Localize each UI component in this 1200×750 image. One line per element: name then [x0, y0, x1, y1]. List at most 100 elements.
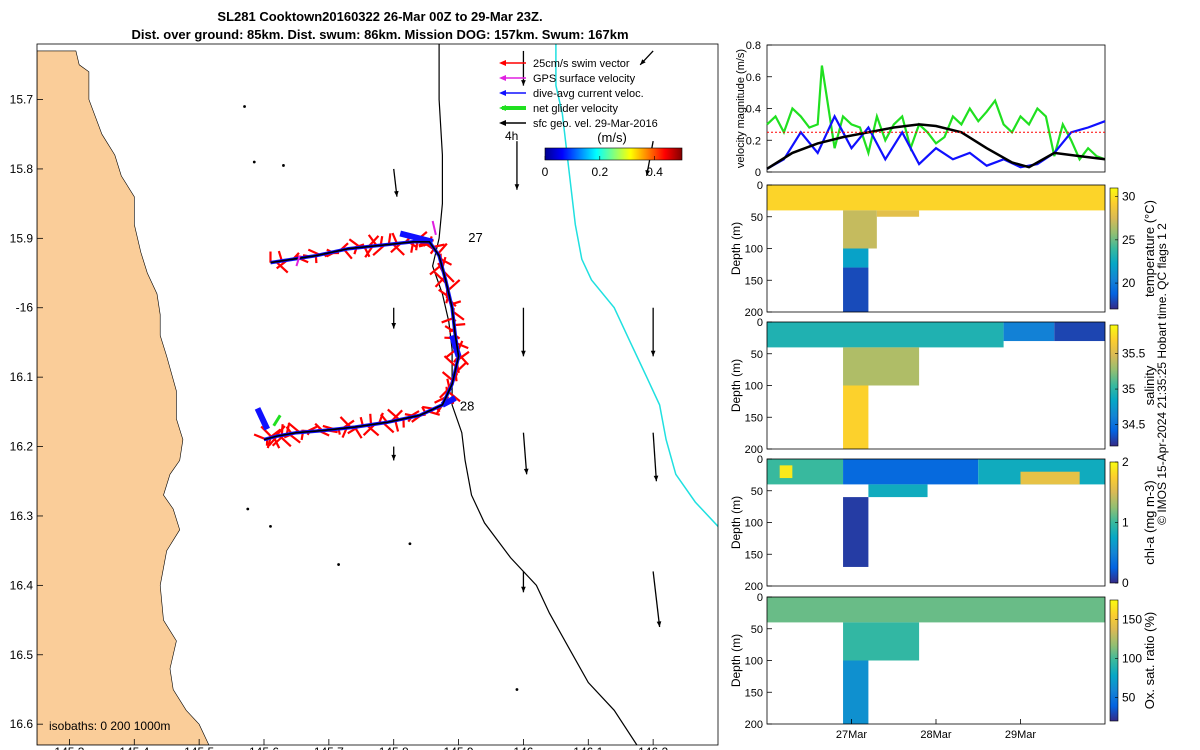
map-plot-area — [37, 44, 718, 745]
section-data-cell — [843, 622, 920, 661]
swim-vector — [437, 242, 448, 255]
reef-island — [408, 542, 412, 546]
velocity-y-tick-label: 0 — [755, 167, 761, 179]
section-y-tick-label: 0 — [757, 454, 763, 466]
swim-vector — [367, 234, 378, 247]
gps-surface-vector — [431, 220, 437, 236]
legend-entry: GPS surface velocity — [533, 73, 636, 85]
geo-vector — [652, 432, 658, 482]
section-colorbar — [1109, 324, 1119, 447]
map-legend: 25cm/s swim vector GPS surface velocity di… — [499, 58, 683, 179]
footer-text: © IMOS 15-Apr-2024 21:35:25 Hobart time.… — [1155, 223, 1169, 525]
geo-vector-head — [640, 59, 646, 65]
map-x-tick-label: 145.3 — [54, 745, 84, 750]
section-y-tick-label: 0 — [757, 180, 763, 192]
section-y-tick-label: 150 — [745, 412, 763, 424]
geo-vector-head — [650, 350, 656, 357]
geo-vector-head — [391, 454, 397, 461]
section-data-cell — [767, 459, 844, 485]
section-colorbar-label: salinity — [1142, 365, 1157, 405]
track-day-label: 27 — [468, 230, 482, 245]
coastline-land — [37, 50, 210, 745]
colorbar-jet — [544, 147, 683, 161]
swim-vector — [432, 243, 445, 249]
section-data-cell — [843, 660, 869, 724]
section-y-tick-label: 200 — [745, 719, 763, 731]
time-x-tick-label: 27Mar — [836, 729, 868, 741]
map-panel: 27 28 145.3 145.4 145.5 145.6 145.7 145.8 145.9 1… — [10, 43, 719, 750]
colorbar-tick-label: 0.4 — [646, 165, 663, 179]
map-frame — [36, 43, 719, 746]
section-colorbar-tick-label: 25 — [1122, 233, 1136, 247]
section-ylabel: Depth (m) — [729, 222, 743, 275]
legend-arrowhead — [499, 90, 506, 96]
reef-island — [337, 563, 340, 566]
map-x-tick-label: 145.6 — [249, 745, 279, 750]
colorbar-tick-label: 0.2 — [591, 165, 608, 179]
dive-avg-track — [263, 240, 461, 442]
section-ylabel: Depth (m) — [729, 496, 743, 549]
geo-vector-head — [521, 80, 526, 86]
track-day-label: 28 — [460, 398, 474, 413]
map-x-tick-label: 145.5 — [184, 745, 214, 750]
net-velocity-vector — [272, 414, 282, 427]
section-data-cell — [843, 459, 979, 485]
section-y-tick-label: 50 — [751, 212, 763, 224]
legend-scale-label: 4h — [505, 129, 518, 143]
section-colorbar-tick-label: 0 — [1122, 576, 1129, 590]
reef-island — [515, 688, 519, 691]
swim-vector — [454, 323, 466, 327]
swim-vector — [278, 434, 292, 448]
section-panel-2: 0 50 100 150 200 Depth (m) 34.5 35 35.5 salinity — [729, 317, 1157, 456]
section-data-cell — [843, 347, 920, 386]
section-data-cell — [767, 185, 1105, 211]
section-y-tick-label: 0 — [757, 592, 763, 604]
map-y-tick-label: 16.4 — [10, 578, 34, 592]
isobath-1000m — [555, 44, 718, 528]
geo-vector-head — [393, 190, 399, 197]
swim-vector — [353, 426, 363, 439]
figure-title-line1: SL281 Cooktown20160322 26-Mar 00Z to 29-… — [217, 9, 543, 24]
section-y-tick-label: 100 — [745, 656, 763, 668]
geo-vector-head — [656, 621, 662, 628]
section-y-tick-label: 150 — [745, 549, 763, 561]
map-y-tick-label: 15.8 — [10, 162, 34, 176]
section-panel-1: 0 50 100 150 200 Depth (m) 20 25 30 temperature (… — [729, 180, 1157, 319]
swim-vector — [418, 242, 431, 248]
legend-arrowhead — [499, 75, 506, 81]
geo-vector-head — [521, 586, 526, 593]
section-y-tick-label: 100 — [745, 381, 763, 393]
section-colorbar-label: temperature (°C) — [1142, 200, 1157, 297]
reef-island — [269, 524, 272, 528]
swim-vector — [387, 408, 401, 421]
section-colorbar-tick-label: 20 — [1122, 276, 1136, 290]
section-y-tick-label: 50 — [751, 486, 763, 498]
map-x-tick-label: 146.1 — [573, 745, 603, 750]
map-x-tick-label: 145.7 — [314, 745, 344, 750]
legend-arrowhead — [499, 120, 506, 126]
map-y-tick-label: 16.1 — [10, 370, 34, 384]
swim-vector — [343, 248, 353, 260]
section-y-tick-label: 200 — [745, 444, 763, 456]
map-y-tick-label: 16.2 — [10, 440, 34, 454]
section-data-cell — [843, 210, 877, 249]
section-colorbar-tick-label: 1 — [1122, 516, 1129, 530]
section-data-cell — [876, 210, 920, 217]
swim-vector — [441, 317, 454, 324]
section-colorbar-tick-label: 100 — [1122, 652, 1142, 666]
swim-vector — [369, 413, 373, 425]
swim-vector — [441, 371, 454, 382]
geo-vector — [522, 432, 528, 475]
section-y-tick-label: 200 — [745, 581, 763, 593]
section-y-tick-label: 100 — [745, 244, 763, 256]
colorbar-label: (m/s) — [597, 130, 627, 145]
reef-island — [243, 105, 246, 108]
time-x-tick-label: 29Mar — [1005, 729, 1037, 741]
swim-vector — [366, 424, 380, 437]
section-data-cell — [843, 497, 869, 567]
map-x-tick-label: 145.9 — [444, 745, 474, 750]
velocity-series-line — [766, 123, 1106, 170]
swim-vector — [387, 233, 392, 245]
